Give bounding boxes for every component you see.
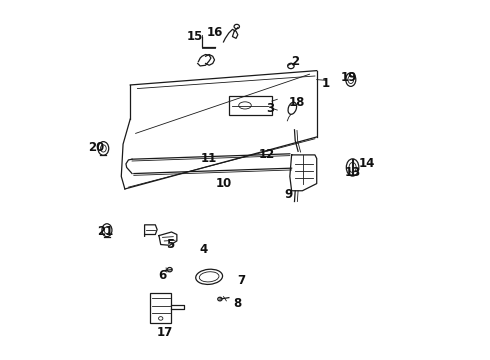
Text: 8: 8: [234, 297, 242, 310]
Text: 17: 17: [156, 326, 172, 339]
Text: 5: 5: [166, 238, 174, 251]
Text: 2: 2: [291, 55, 299, 68]
Text: 19: 19: [341, 71, 357, 84]
Text: 7: 7: [237, 274, 245, 287]
Text: 15: 15: [187, 30, 203, 43]
Text: 13: 13: [344, 166, 361, 179]
Text: 14: 14: [359, 157, 375, 170]
Bar: [150, 293, 172, 323]
Text: 6: 6: [158, 269, 167, 282]
Bar: [229, 96, 272, 116]
Text: 11: 11: [201, 152, 217, 165]
Text: 21: 21: [97, 225, 113, 238]
Text: 4: 4: [199, 243, 208, 256]
Text: 12: 12: [258, 148, 274, 161]
Text: 20: 20: [88, 141, 104, 154]
Text: 3: 3: [266, 102, 274, 115]
Text: 1: 1: [321, 77, 330, 90]
Text: 9: 9: [284, 188, 292, 201]
Text: 18: 18: [289, 96, 305, 109]
Text: 16: 16: [206, 27, 223, 40]
Text: 10: 10: [216, 177, 232, 190]
